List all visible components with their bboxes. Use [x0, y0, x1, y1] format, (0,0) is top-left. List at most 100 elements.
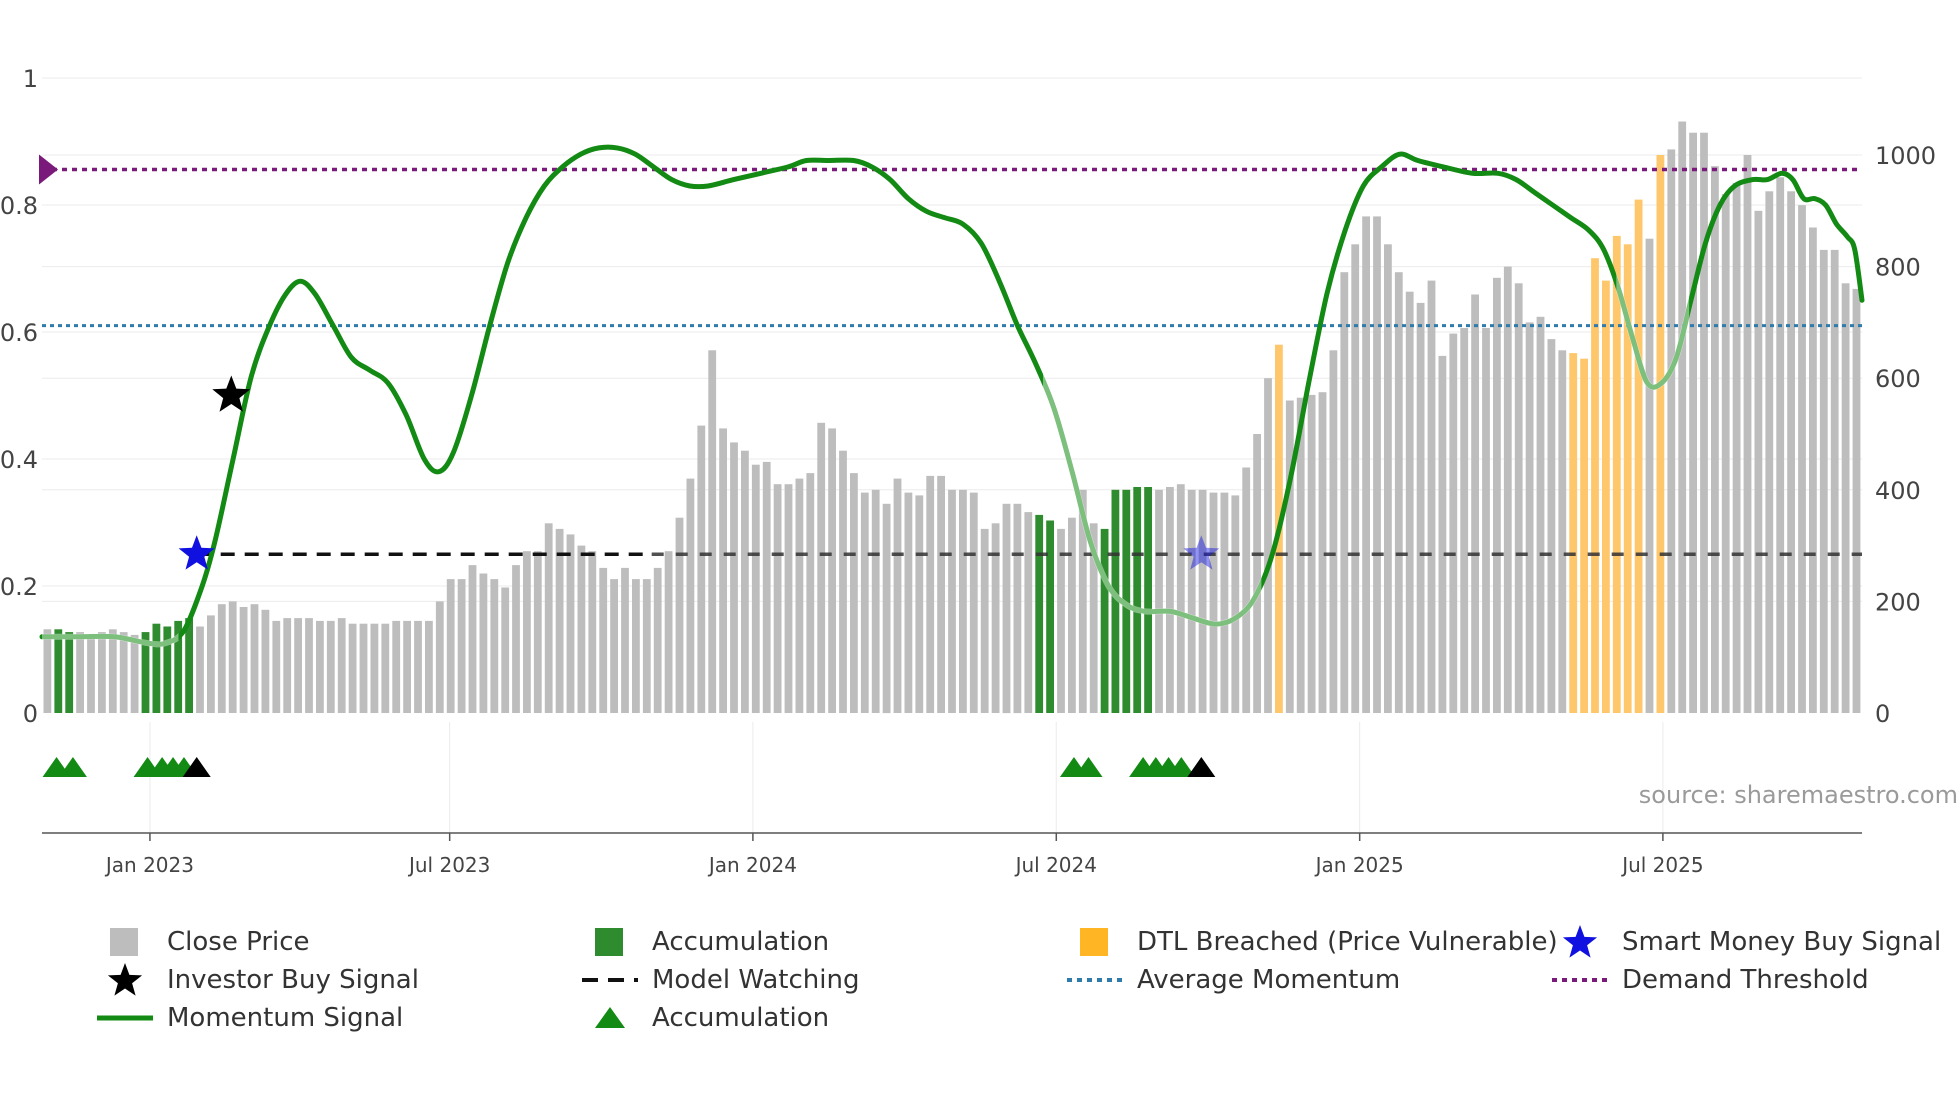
- price-bar: [969, 492, 978, 713]
- demand-threshold-marker: [39, 154, 58, 185]
- price-bar: [1209, 492, 1218, 713]
- accumulation-bar: [174, 620, 183, 713]
- price-bar: [381, 623, 390, 713]
- price-bar: [1187, 489, 1196, 713]
- price-bar: [108, 629, 117, 713]
- accumulation-bar: [141, 632, 150, 713]
- price-bar: [457, 579, 466, 713]
- price-bar: [1787, 191, 1795, 714]
- legend-label: Investor Buy Signal: [167, 965, 419, 995]
- price-bar: [370, 623, 379, 713]
- dtl-breached-bar: [1634, 199, 1643, 714]
- price-bar: [1765, 191, 1774, 714]
- price-bar: [1013, 503, 1022, 714]
- y-right-tick-label: 600: [1875, 365, 1921, 393]
- price-bar: [1525, 322, 1534, 713]
- price-bar: [1373, 216, 1381, 713]
- price-bar: [577, 545, 586, 713]
- price-bar: [1002, 503, 1011, 714]
- y-left-tick-label: 0.2: [0, 573, 38, 601]
- accumulation-bar: [1133, 487, 1142, 713]
- legend-label: Demand Threshold: [1622, 965, 1869, 995]
- price-bar: [1645, 238, 1654, 713]
- price-bar: [653, 567, 662, 713]
- x-tick-label: Jan 2023: [104, 853, 194, 877]
- price-bar: [1503, 266, 1512, 713]
- price-bar: [403, 620, 411, 713]
- accumulation-triangle: [1074, 757, 1103, 777]
- smart-money-buy-star: [178, 535, 215, 570]
- price-bar: [1285, 400, 1294, 713]
- smart-money-buy-star: [1183, 535, 1220, 570]
- accumulation-bar: [1122, 489, 1131, 713]
- price-bar: [719, 428, 727, 713]
- accumulation-triangle: [182, 757, 211, 777]
- x-tick-label: Jan 2025: [1314, 853, 1404, 877]
- price-bar: [1493, 277, 1501, 713]
- price-bar: [326, 620, 335, 713]
- price-bar: [980, 528, 989, 713]
- price-bar: [76, 632, 84, 713]
- y-right-tick-label: 200: [1875, 588, 1921, 616]
- price-bar: [43, 629, 52, 713]
- price-bar: [1351, 244, 1360, 714]
- price-bar: [817, 422, 826, 713]
- legend-item: Investor Buy Signal: [95, 963, 419, 997]
- legend-label: Model Watching: [652, 965, 860, 995]
- price-bar: [1678, 121, 1687, 713]
- price-bar: [784, 484, 793, 713]
- price-bar: [730, 442, 738, 713]
- legend-item: Demand Threshold: [1550, 963, 1869, 997]
- x-tick-label: Jul 2024: [1014, 853, 1097, 877]
- price-bar: [250, 604, 259, 713]
- price-bar: [1394, 272, 1403, 713]
- price-bar: [882, 503, 891, 714]
- square-legend-swatch: [595, 928, 623, 956]
- price-bars: [43, 121, 1861, 714]
- price-bar: [1732, 182, 1741, 713]
- price-bar: [1536, 316, 1545, 713]
- accumulation-bar: [163, 626, 172, 713]
- price-bar: [1362, 216, 1370, 713]
- price-bar: [741, 450, 749, 713]
- price-bar: [1024, 512, 1033, 713]
- price-bar: [501, 587, 510, 713]
- price-bar: [239, 607, 248, 713]
- dtl-breached-bar: [1623, 244, 1632, 714]
- price-bar: [425, 620, 433, 713]
- price-bar: [490, 579, 499, 713]
- price-bar: [1841, 283, 1850, 713]
- price-bar: [1416, 302, 1425, 713]
- accumulation-bar: [185, 618, 193, 713]
- accumulation-triangle: [58, 757, 87, 777]
- square-legend-swatch: [1080, 928, 1108, 956]
- price-bar: [207, 615, 215, 713]
- price-bar: [991, 523, 1000, 713]
- price-bar: [1514, 283, 1523, 713]
- price-bar: [1253, 434, 1261, 713]
- price-bar: [621, 567, 629, 713]
- y-left-tick-label: 0.4: [0, 446, 38, 474]
- accumulation-bar: [54, 629, 63, 713]
- dtl-breached-bar: [1580, 358, 1588, 713]
- price-bar: [751, 464, 760, 713]
- price-bar: [533, 551, 542, 713]
- price-bar: [610, 579, 618, 713]
- price-bar: [1721, 194, 1730, 714]
- accumulation-bar: [1100, 528, 1109, 713]
- price-bar: [1220, 492, 1229, 713]
- price-bar: [675, 517, 684, 713]
- price-bar: [708, 350, 717, 713]
- accumulation-bar: [1144, 487, 1152, 713]
- price-bar: [860, 492, 869, 713]
- dtl-breached-bar: [1612, 235, 1621, 713]
- y-right-tick-label: 1000: [1875, 142, 1936, 170]
- price-bar: [1558, 350, 1567, 713]
- price-bar: [446, 579, 455, 713]
- price-bar: [915, 495, 924, 713]
- momentum-chart: Jan 2023 Jul 2023 Jan 2024 Jul 2024 Jan 2025…: [0, 65, 1958, 877]
- legend-label: Accumulation: [652, 927, 830, 957]
- legend-item: Momentum Signal: [95, 1001, 403, 1035]
- price-bar: [839, 450, 847, 713]
- x-tick-label: Jan 2024: [707, 853, 797, 877]
